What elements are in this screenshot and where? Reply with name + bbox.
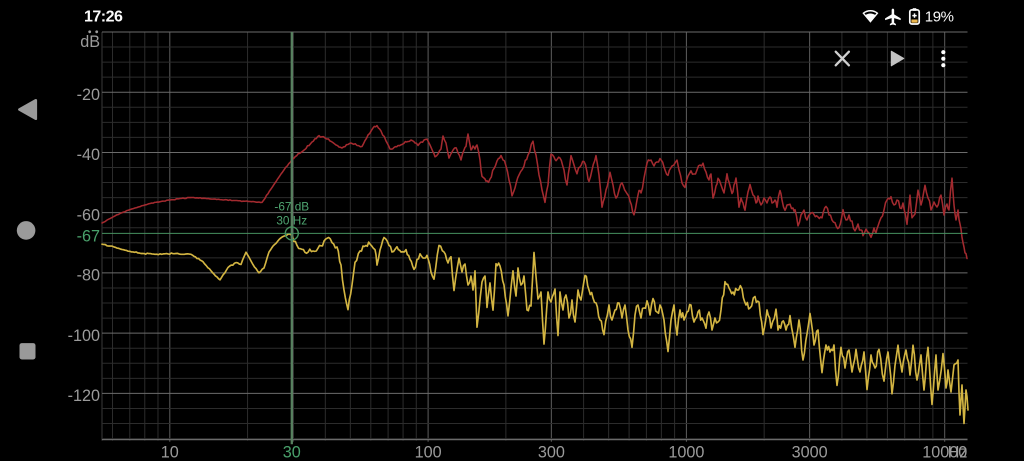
svg-text:10: 10 (161, 444, 179, 461)
svg-text:19%: 19% (925, 9, 954, 26)
svg-text:-80: -80 (77, 267, 100, 285)
svg-text:100: 100 (415, 444, 442, 461)
svg-text:-100: -100 (68, 327, 100, 345)
svg-text:30: 30 (283, 444, 301, 461)
svg-text:Hz: Hz (948, 444, 968, 461)
svg-text:17:26: 17:26 (84, 9, 123, 26)
svg-text:1000: 1000 (668, 444, 704, 461)
svg-text:-40: -40 (77, 146, 100, 164)
svg-text:dB: dB (80, 33, 100, 51)
svg-text:300: 300 (538, 444, 565, 461)
svg-text:30 Hz: 30 Hz (276, 213, 307, 227)
svg-text:-67: -67 (77, 227, 100, 245)
svg-text:-120: -120 (68, 387, 100, 405)
svg-text:-67 dB: -67 dB (274, 200, 309, 214)
svg-text:-20: -20 (77, 86, 100, 104)
svg-text:-60: -60 (77, 206, 100, 224)
svg-text:10000: 10000 (922, 444, 967, 461)
svg-text:3000: 3000 (792, 444, 828, 461)
